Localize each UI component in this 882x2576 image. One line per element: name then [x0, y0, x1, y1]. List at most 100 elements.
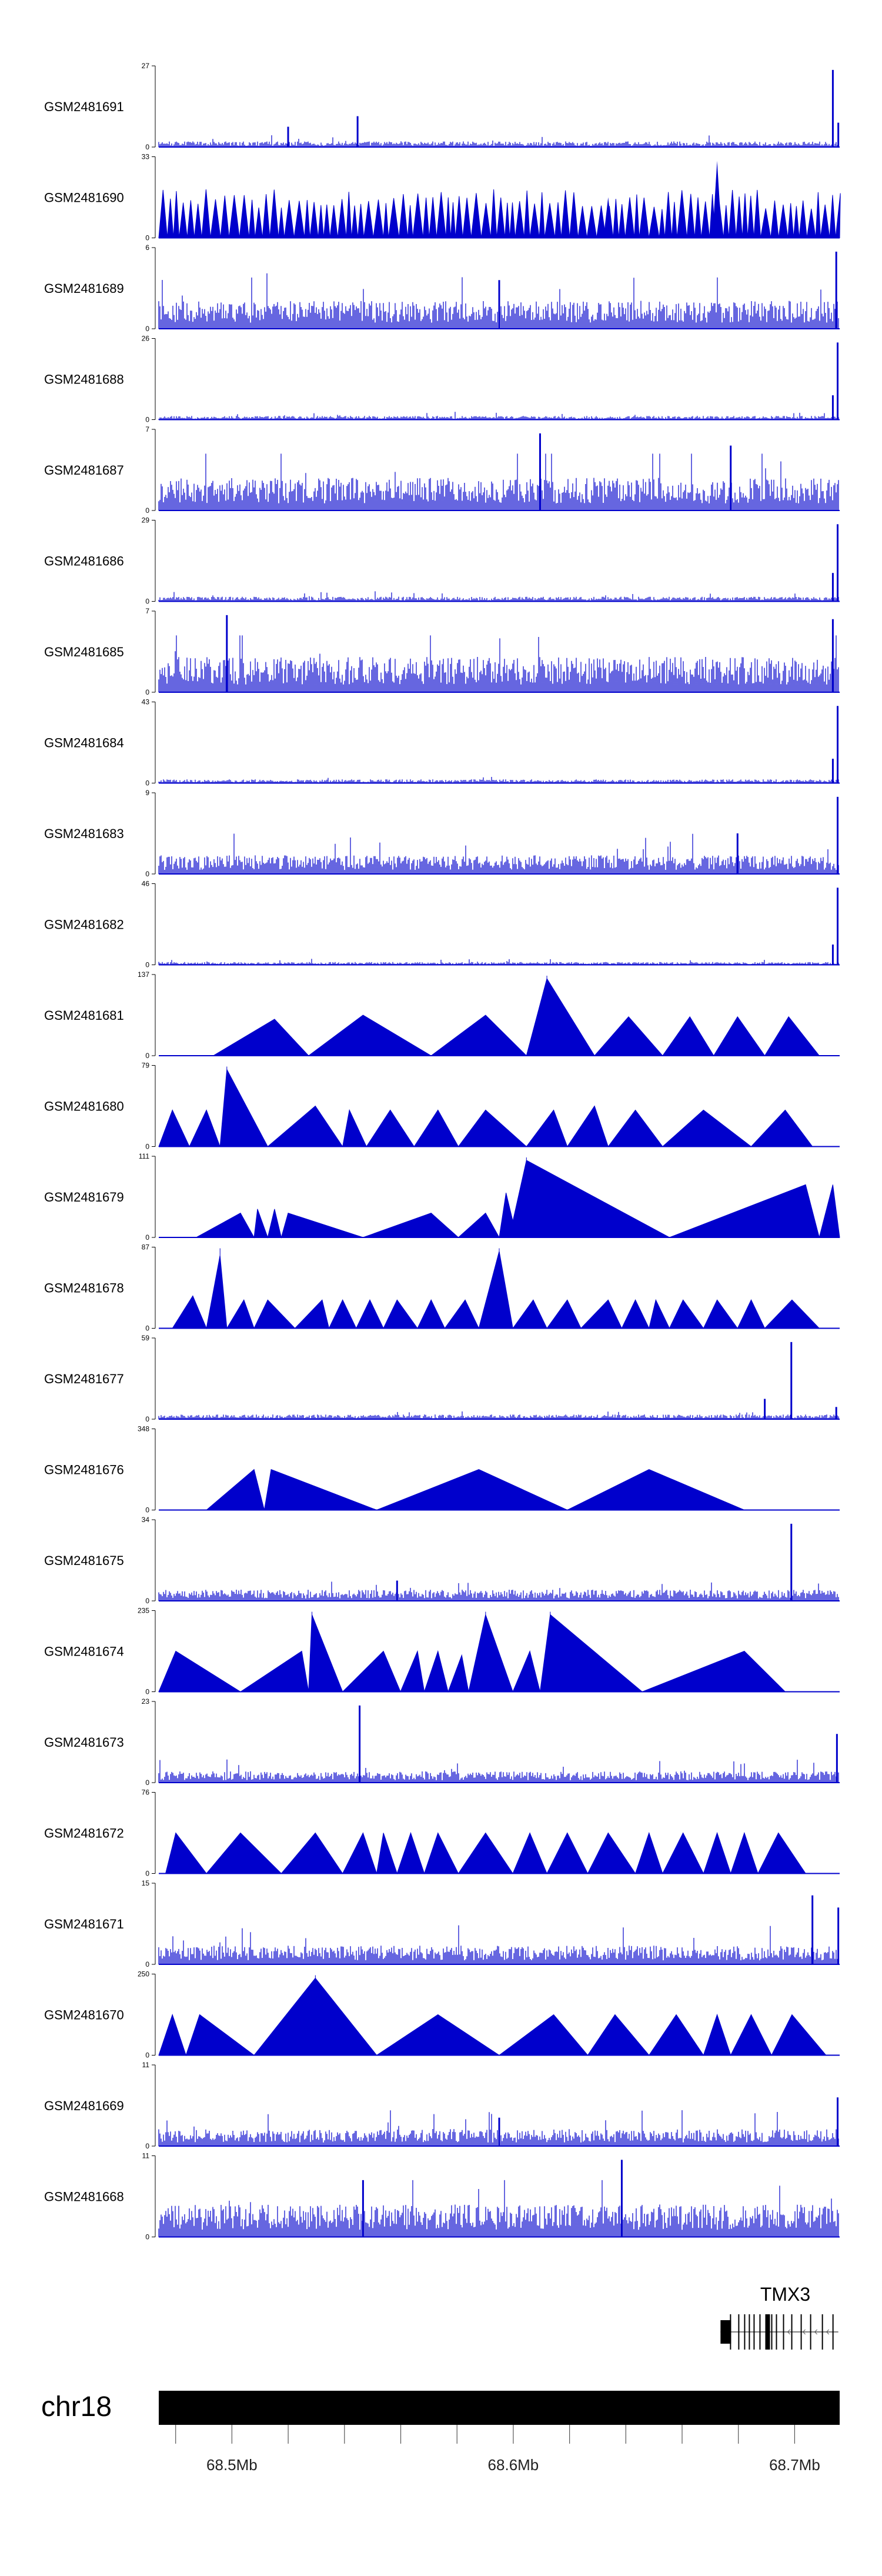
y-axis-min-label: 0 — [145, 2051, 149, 2060]
coverage-bars — [158, 959, 839, 965]
gene-strand-arrow — [826, 2329, 830, 2335]
track-GSM2481672: GSM2481672 76 0 — [44, 1788, 840, 1878]
track-label: GSM2481684 — [44, 736, 124, 750]
gene-label-tmx3: TMX3 — [760, 2284, 810, 2305]
coverage-bars — [158, 2110, 839, 2146]
track-GSM2481683: GSM2481683 9 0 — [44, 789, 840, 878]
chromosome-ticks: 68.5Mb 68.6Mb 68.7Mb — [175, 2425, 820, 2474]
coverage-bars — [158, 833, 839, 874]
track-GSM2481678: GSM2481678 87 0 — [44, 1243, 840, 1333]
y-axis-max-label: 6 — [145, 243, 149, 252]
coverage-area — [196, 1160, 840, 1239]
track-GSM2481687: GSM2481687 7 0 — [44, 425, 840, 515]
y-axis-min-label: 0 — [145, 688, 149, 696]
gene-strand-arrow — [802, 2329, 806, 2335]
track-label: GSM2481679 — [44, 1190, 124, 1204]
track-label: GSM2481686 — [44, 554, 124, 569]
gene-structure-tmx3 — [720, 2314, 838, 2350]
coverage-bars — [158, 1581, 839, 1601]
gene-strand-arrow — [787, 2329, 790, 2335]
coverage-bars — [158, 273, 839, 329]
track-label: GSM2481668 — [44, 2190, 124, 2204]
y-axis-min-label: 0 — [145, 1143, 149, 1151]
track-GSM2481676: GSM2481676 348 0 — [44, 1425, 840, 1514]
y-axis-max-label: 76 — [142, 1788, 150, 1797]
track-GSM2481680: GSM2481680 79 0 — [44, 1062, 840, 1151]
track-label: GSM2481670 — [44, 2008, 124, 2023]
y-axis-max-label: 11 — [142, 2152, 150, 2160]
coverage-spike — [603, 197, 613, 238]
y-axis-min-label: 0 — [145, 961, 149, 969]
y-axis-max-label: 33 — [142, 153, 150, 161]
track-GSM2481670: GSM2481670 250 0 — [44, 1970, 840, 2060]
gene-exon — [765, 2314, 770, 2350]
track-GSM2481684: GSM2481684 43 0 — [44, 698, 840, 788]
y-axis-min-label: 0 — [145, 416, 149, 424]
y-axis-max-label: 235 — [138, 1607, 149, 1615]
y-axis-max-label: 87 — [142, 1243, 150, 1252]
gene-exon — [730, 2314, 731, 2350]
track-GSM2481674: GSM2481674 235 0 — [44, 1607, 840, 1696]
track-label: GSM2481691 — [44, 99, 124, 114]
y-axis-min-label: 0 — [145, 1052, 149, 1060]
y-axis-min-label: 0 — [145, 1233, 149, 1242]
y-axis-max-label: 59 — [142, 1334, 150, 1342]
track-GSM2481679: GSM2481679 111 0 — [44, 1152, 840, 1242]
track-label: GSM2481685 — [44, 645, 124, 659]
track-label: GSM2481688 — [44, 372, 124, 387]
track-label: GSM2481680 — [44, 1099, 124, 1114]
y-axis-min-label: 0 — [145, 1870, 149, 1878]
coverage-tracks: GSM2481691270GSM2481690330GSM248168960GS… — [44, 62, 841, 2241]
gene-exon — [771, 2314, 773, 2350]
coverage-bars — [158, 777, 839, 783]
chromosome-tick-label: 68.6Mb — [488, 2456, 539, 2474]
gene-exon — [749, 2314, 750, 2350]
coverage-bars — [158, 1925, 839, 1964]
gene-exon — [753, 2314, 755, 2350]
y-axis-max-label: 79 — [142, 1062, 150, 1070]
track-label: GSM2481681 — [44, 1008, 124, 1023]
coverage-area — [158, 189, 841, 238]
y-axis-max-label: 7 — [145, 425, 149, 433]
y-axis-max-label: 23 — [142, 1697, 150, 1706]
coverage-bars — [158, 453, 839, 510]
y-axis-max-label: 348 — [138, 1425, 149, 1433]
y-axis-min-label: 0 — [145, 598, 149, 606]
coverage-bars — [158, 635, 839, 692]
track-label: GSM2481673 — [44, 1735, 124, 1750]
coverage-area — [158, 1613, 786, 1693]
y-axis-max-label: 43 — [142, 698, 150, 706]
track-label: GSM2481689 — [44, 281, 124, 296]
y-axis-min-label: 0 — [145, 143, 149, 151]
y-axis-min-label: 0 — [145, 1778, 149, 1787]
gene-track: TMX3 — [720, 2284, 838, 2350]
coverage-bars — [158, 1759, 839, 1783]
y-axis-max-label: 26 — [142, 335, 150, 343]
gene-exon — [800, 2314, 802, 2350]
coverage-bars — [158, 135, 839, 147]
gene-exon — [738, 2314, 740, 2350]
y-axis-min-label: 0 — [145, 1506, 149, 1514]
coverage-bars — [158, 412, 839, 420]
track-GSM2481686: GSM2481686 29 0 — [44, 516, 840, 606]
y-axis-min-label: 0 — [145, 325, 149, 333]
chromosome-tick-label: 68.7Mb — [769, 2456, 820, 2474]
y-axis-min-label: 0 — [145, 2233, 149, 2241]
track-GSM2481675: GSM2481675 34 0 — [44, 1516, 840, 1605]
track-label: GSM2481690 — [44, 191, 124, 205]
y-axis-max-label: 11 — [142, 2061, 150, 2069]
y-axis-min-label: 0 — [145, 870, 149, 878]
gene-exon — [783, 2314, 784, 2350]
track-GSM2481682: GSM2481682 46 0 — [44, 880, 840, 969]
gene-strand-arrow — [814, 2329, 817, 2335]
track-GSM2481691: GSM2481691 27 0 — [44, 62, 840, 151]
coverage-area — [172, 1251, 820, 1330]
track-label: GSM2481683 — [44, 826, 124, 841]
gene-exon — [744, 2314, 746, 2350]
coverage-spike — [712, 161, 722, 238]
y-axis-max-label: 46 — [142, 880, 150, 888]
track-GSM2481673: GSM2481673 23 0 — [44, 1697, 840, 1787]
gene-exon — [821, 2314, 823, 2350]
track-GSM2481690: GSM2481690 33 0 — [44, 153, 841, 242]
chromosome-tick-label: 68.5Mb — [206, 2456, 258, 2474]
